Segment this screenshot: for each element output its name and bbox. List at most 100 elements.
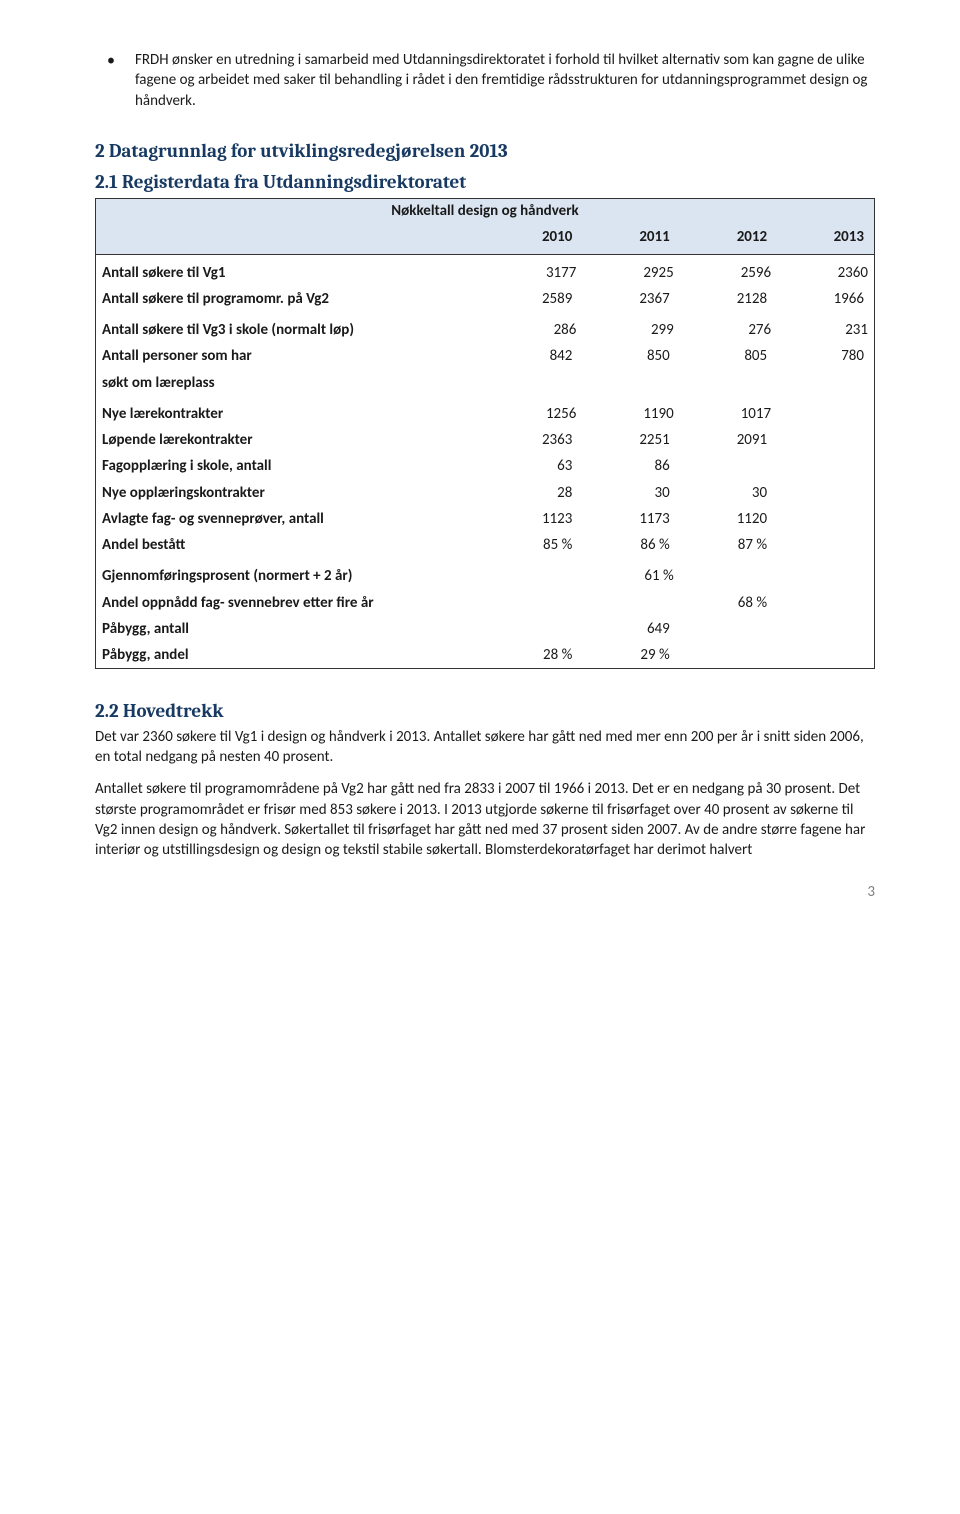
row-value: 780	[777, 343, 874, 369]
row-value: 231	[777, 312, 874, 343]
row-value	[485, 558, 582, 589]
row-value	[680, 370, 777, 396]
row-value: 68 %	[680, 590, 777, 616]
row-label: søkt om læreplass	[96, 370, 486, 396]
table-header-row: 2010 2011 2012 2013	[96, 223, 875, 254]
table-row: Antall søkere til Vg13177292525962360	[96, 254, 875, 286]
row-label: Nye lærekontrakter	[96, 396, 486, 427]
row-value: 805	[680, 343, 777, 369]
row-label: Påbygg, andel	[96, 642, 486, 669]
row-label: Antall søkere til Vg3 i skole (normalt l…	[96, 312, 486, 343]
page-number: 3	[95, 882, 875, 902]
table-row: Påbygg, antall 649	[96, 616, 875, 642]
section-2-2-heading: 2.2 Hovedtrekk	[95, 699, 875, 725]
row-value	[680, 642, 777, 669]
row-value: 2589	[485, 286, 582, 312]
row-label: Antall søkere til programomr. på Vg2	[96, 286, 486, 312]
bullet-item: FRDH ønsker en utredning i samarbeid med…	[95, 50, 875, 111]
row-label: Løpende lærekontrakter	[96, 427, 486, 453]
table-row: Avlagte fag- og svenneprøver, antall1123…	[96, 506, 875, 532]
row-label: Fagopplæring i skole, antall	[96, 453, 486, 479]
table-row: Antall personer som har842850805780	[96, 343, 875, 369]
row-label: Antall søkere til Vg1	[96, 254, 486, 286]
row-value	[777, 558, 874, 589]
row-value: 2091	[680, 427, 777, 453]
row-value: 3177	[485, 254, 582, 286]
row-value	[777, 532, 874, 558]
row-label: Gjennomføringsprosent (normert + 2 år)	[96, 558, 486, 589]
row-value: 1966	[777, 286, 874, 312]
row-value	[680, 616, 777, 642]
row-value: 63	[485, 453, 582, 479]
table-row: Løpende lærekontrakter236322512091	[96, 427, 875, 453]
section-2-1-heading: 2.1 Registerdata fra Utdanningsdirektora…	[95, 170, 875, 196]
row-value: 28	[485, 480, 582, 506]
table-row: Nye lærekontrakter125611901017	[96, 396, 875, 427]
row-value: 1190	[582, 396, 679, 427]
row-value: 2251	[582, 427, 679, 453]
row-value: 87 %	[680, 532, 777, 558]
table-row: Antall søkere til Vg3 i skole (normalt l…	[96, 312, 875, 343]
table-row: søkt om læreplass	[96, 370, 875, 396]
table-row: Fagopplæring i skole, antall6386	[96, 453, 875, 479]
row-value: 2128	[680, 286, 777, 312]
row-value	[777, 616, 874, 642]
row-value: 299	[582, 312, 679, 343]
table-row: Påbygg, andel28 %29 %	[96, 642, 875, 669]
row-value	[582, 590, 679, 616]
row-value: 86 %	[582, 532, 679, 558]
row-value: 2596	[680, 254, 777, 286]
row-value	[777, 396, 874, 427]
row-value: 2363	[485, 427, 582, 453]
table-row: Antall søkere til programomr. på Vg22589…	[96, 286, 875, 312]
row-value	[777, 480, 874, 506]
row-value	[777, 506, 874, 532]
row-label: Andel bestått	[96, 532, 486, 558]
paragraph-2: Antallet søkere til programområdene på V…	[95, 779, 875, 860]
row-value: 1173	[582, 506, 679, 532]
table-row: Gjennomføringsprosent (normert + 2 år) 61…	[96, 558, 875, 589]
table-year-3: 2013	[777, 223, 874, 254]
section-2-2-body: Det var 2360 søkere til Vg1 i design og …	[95, 727, 875, 861]
row-value: 1123	[485, 506, 582, 532]
row-value	[777, 453, 874, 479]
key-figures-table: Nøkkeltall design og håndverk 2010 2011 …	[95, 198, 875, 669]
row-value	[485, 370, 582, 396]
row-value	[777, 370, 874, 396]
row-value	[777, 590, 874, 616]
row-value: 29 %	[582, 642, 679, 669]
row-value: 2367	[582, 286, 679, 312]
row-label: Antall personer som har	[96, 343, 486, 369]
row-value: 28 %	[485, 642, 582, 669]
table-row: Andel oppnådd fag- svennebrev etter fire…	[96, 590, 875, 616]
row-value: 1256	[485, 396, 582, 427]
bullet-text: FRDH ønsker en utredning i samarbeid med…	[135, 51, 867, 110]
row-label: Nye opplæringskontrakter	[96, 480, 486, 506]
row-value: 2360	[777, 254, 874, 286]
row-value: 86	[582, 453, 679, 479]
paragraph-1: Det var 2360 søkere til Vg1 i design og …	[95, 727, 875, 768]
row-value: 649	[582, 616, 679, 642]
section-2-heading: 2 Datagrunnlag for utviklingsredegjørels…	[95, 139, 875, 165]
table-row: Nye opplæringskontrakter283030	[96, 480, 875, 506]
table-header-blank	[96, 223, 486, 254]
table-year-2: 2012	[680, 223, 777, 254]
row-value	[777, 642, 874, 669]
row-value	[485, 590, 582, 616]
row-value: 30	[680, 480, 777, 506]
row-value: 1120	[680, 506, 777, 532]
row-label: Påbygg, antall	[96, 616, 486, 642]
row-value: 1017	[680, 396, 777, 427]
row-value	[680, 558, 777, 589]
row-value: 30	[582, 480, 679, 506]
row-value: 850	[582, 343, 679, 369]
row-value: 85 %	[485, 532, 582, 558]
table-row: Andel bestått85 %86 %87 %	[96, 532, 875, 558]
row-value	[485, 616, 582, 642]
row-value: 842	[485, 343, 582, 369]
row-value	[680, 453, 777, 479]
row-label: Andel oppnådd fag- svennebrev etter fire…	[96, 590, 486, 616]
row-value: 276	[680, 312, 777, 343]
row-value: 61 %	[582, 558, 679, 589]
row-value: 286	[485, 312, 582, 343]
